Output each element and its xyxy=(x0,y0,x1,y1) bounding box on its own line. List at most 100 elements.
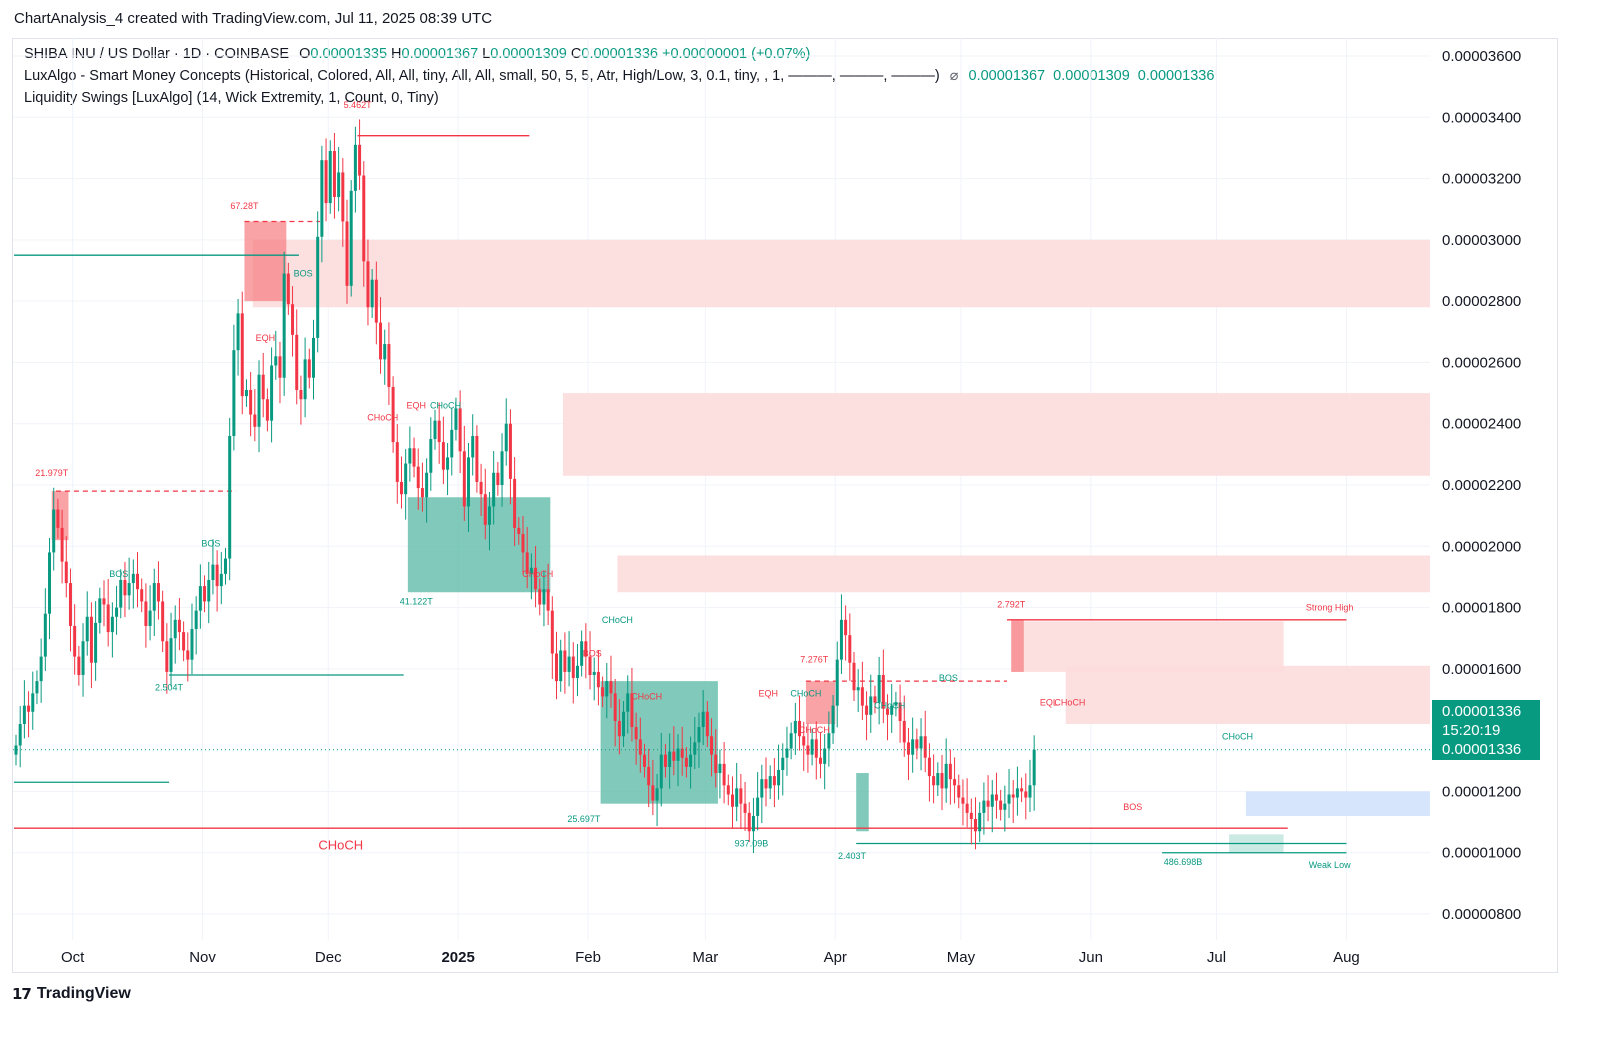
candle-body xyxy=(282,273,286,378)
candle-body xyxy=(232,350,236,436)
chart-annotation-label: CHoCH xyxy=(1054,698,1085,708)
legend-indicator2-row[interactable]: Liquidity Swings [LuxAlgo] (14, Wick Ext… xyxy=(24,90,439,106)
candle-body xyxy=(374,279,378,323)
y-tick-label: 0.00002800 xyxy=(1442,293,1521,310)
candle-body xyxy=(538,589,542,605)
candle-body xyxy=(295,334,299,391)
x-tick-label: Nov xyxy=(189,949,216,966)
candle-body xyxy=(387,344,391,387)
candle-body xyxy=(919,736,923,749)
candle-body xyxy=(27,705,31,712)
candle-body xyxy=(60,527,64,562)
candle-body xyxy=(81,641,85,675)
candle-body xyxy=(823,748,827,764)
footer-brand[interactable]: 17 TradingView xyxy=(12,985,131,1003)
candle-body xyxy=(311,337,315,378)
candle-body xyxy=(203,586,207,602)
legend-change: +0.00000001 (+0.07%) xyxy=(662,46,811,62)
candle-body xyxy=(299,390,303,400)
chart-annotation-label: EQH xyxy=(758,688,778,698)
supply-block xyxy=(1011,619,1024,672)
chart-annotation-label: 2.792T xyxy=(997,600,1026,610)
candle-body xyxy=(98,598,102,623)
candle-body xyxy=(760,779,764,798)
legend-indicator1-row[interactable]: LuxAlgo - Smart Money Concepts (Historic… xyxy=(24,68,1214,84)
zone-fvg xyxy=(1245,791,1430,816)
candle-body xyxy=(1011,794,1015,798)
candle-body xyxy=(1024,791,1028,798)
chart-annotation-label: 67.28T xyxy=(230,201,259,211)
footer-brand-text: TradingView xyxy=(36,985,131,1002)
candle-body xyxy=(655,788,659,801)
chart-annotation-label: CHoCH xyxy=(1222,731,1253,741)
legend-indicator1-value: 0.00001336 xyxy=(1137,68,1215,84)
candle-body xyxy=(496,472,500,485)
candle-body xyxy=(793,720,797,734)
legend-indicator1[interactable]: LuxAlgo - Smart Money Concepts (Historic… xyxy=(24,68,940,84)
legend-symbol-row[interactable]: SHIBA INU / US Dollar · 1D · COINBASE O0… xyxy=(24,46,810,62)
candle-body xyxy=(479,481,483,495)
candle-body xyxy=(944,763,948,789)
candle-body xyxy=(278,356,282,378)
x-tick-label: Dec xyxy=(315,949,342,966)
candle-body xyxy=(563,650,567,672)
candle-body xyxy=(697,727,701,743)
chart-annotation-label: 2.403T xyxy=(838,851,867,861)
candle-body xyxy=(743,803,747,813)
candle-body xyxy=(307,359,311,378)
candle-body xyxy=(391,386,395,443)
last-price-tag: 0.00001336 15:20:19 xyxy=(1432,700,1540,740)
candle-body xyxy=(622,711,626,737)
chart-annotation-label: 21.979T xyxy=(35,468,69,478)
legend-symbol[interactable]: SHIBA INU / US Dollar · 1D · COINBASE xyxy=(24,46,290,62)
candle-body xyxy=(810,739,814,755)
candle-body xyxy=(1003,803,1007,810)
candle-body xyxy=(630,693,634,728)
candle-body xyxy=(680,748,684,758)
y-tick-label: 0.00002200 xyxy=(1442,477,1521,494)
candle-body xyxy=(14,745,18,755)
y-tick-label: 0.00001000 xyxy=(1442,845,1521,862)
candle-body xyxy=(651,785,655,801)
candle-body xyxy=(1032,749,1036,786)
candle-body xyxy=(814,739,818,758)
candle-body xyxy=(831,705,835,734)
candle-body xyxy=(471,435,475,458)
chart-annotation-label: CHoCH xyxy=(522,569,553,579)
candle-body xyxy=(990,794,994,807)
candle-body xyxy=(265,399,269,421)
eye-slash-icon[interactable]: ⌀ xyxy=(949,68,959,84)
candle-body xyxy=(437,420,441,443)
legend-high: 0.00001367 xyxy=(401,46,479,62)
candle-body xyxy=(932,776,936,786)
candle-body xyxy=(634,727,638,740)
candle-body xyxy=(596,671,600,688)
chart-frame xyxy=(12,38,1558,973)
candle-body xyxy=(483,494,487,525)
candle-body xyxy=(906,742,910,755)
candle-body xyxy=(73,625,77,657)
candle-body xyxy=(43,613,47,657)
candle-body xyxy=(513,478,517,528)
candle-body xyxy=(123,579,127,596)
candle-body xyxy=(965,803,969,813)
candle-body xyxy=(492,472,496,507)
candle-body xyxy=(240,313,244,397)
candle-body xyxy=(978,812,982,832)
candle-body xyxy=(136,573,140,590)
legend-close-label: C xyxy=(570,46,582,62)
chart-annotation-label: BOS xyxy=(1123,802,1142,812)
y-tick-label: 0.00003000 xyxy=(1442,232,1521,249)
legend-indicator2[interactable]: Liquidity Swings [LuxAlgo] (14, Wick Ext… xyxy=(24,90,439,106)
candle-body xyxy=(559,650,563,682)
zone-supply xyxy=(1065,665,1430,725)
x-tick-label: Apr xyxy=(824,949,847,966)
candle-body xyxy=(508,423,512,479)
candle-body xyxy=(215,564,219,587)
chart-annotation-label: BOS xyxy=(109,569,128,579)
zone-supply xyxy=(252,239,1431,308)
legend-high-label: H xyxy=(391,46,402,62)
candle-body xyxy=(261,374,265,400)
candle-body xyxy=(345,221,349,286)
